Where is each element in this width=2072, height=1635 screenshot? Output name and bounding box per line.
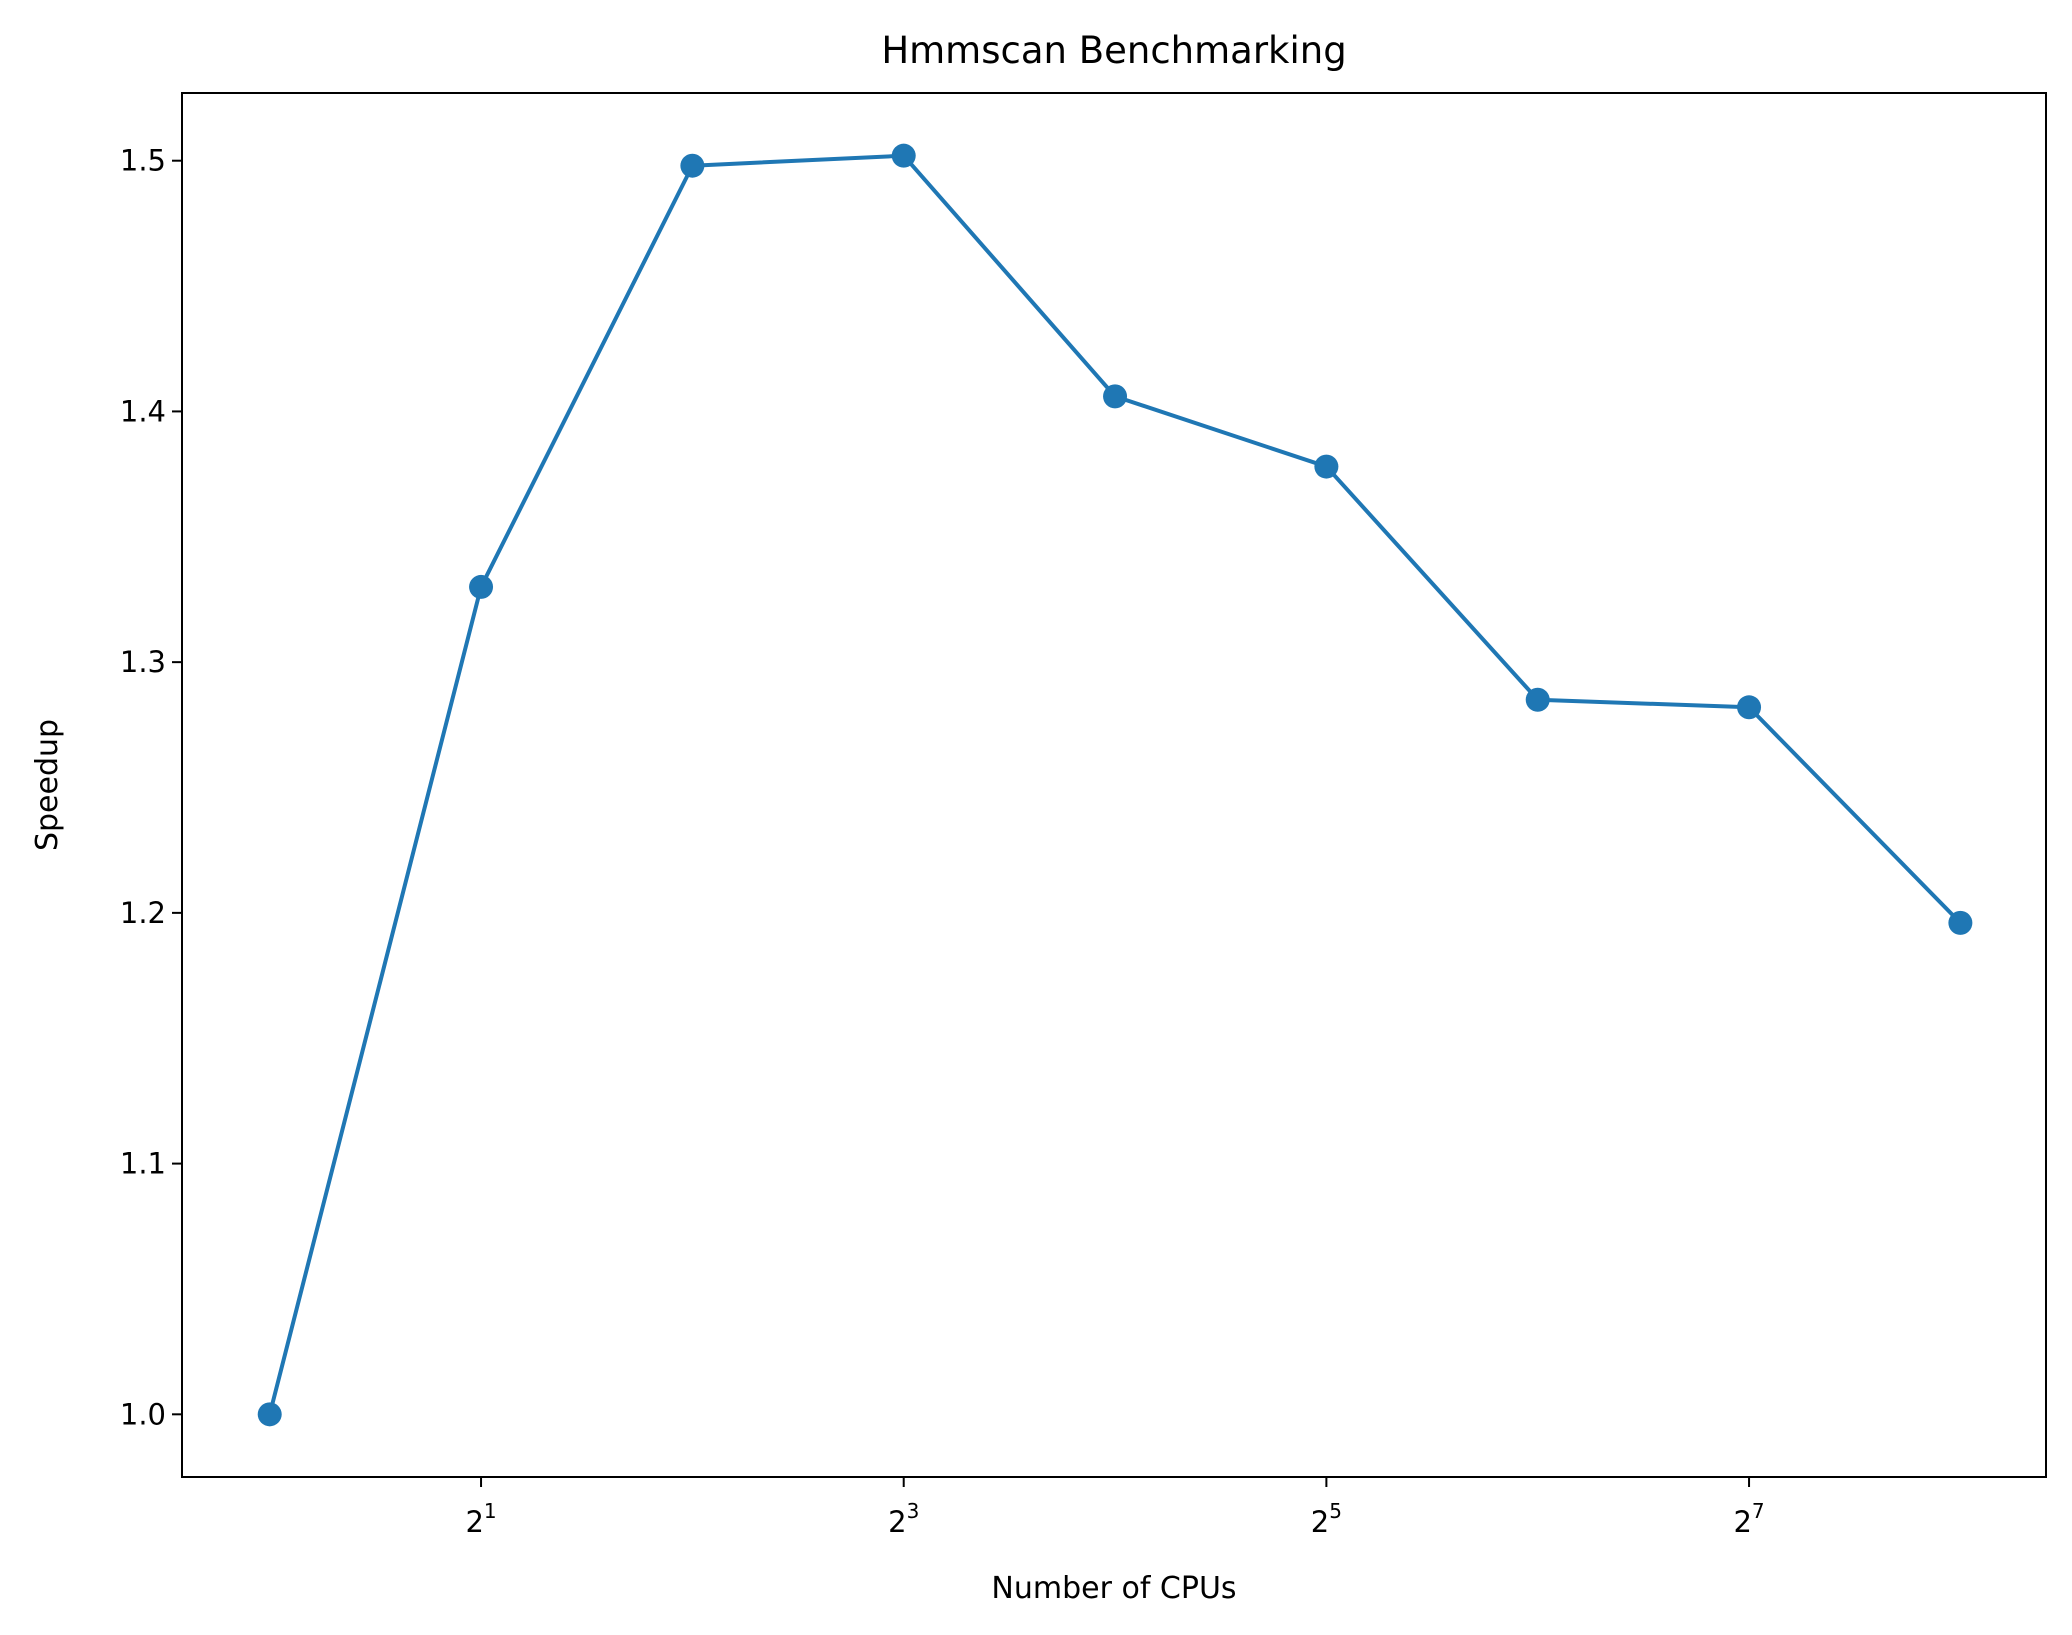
data-point [257,1402,282,1427]
plot-area [257,143,1973,1427]
series-line [267,153,1962,1415]
x-tick-label: 27 [1733,1499,1764,1539]
x-axis-title: Number of CPUs [991,1571,1236,1606]
data-point [1314,454,1339,479]
data-point [680,153,705,178]
y-tick-label: 1.3 [120,645,166,679]
x-axis: 21 23 25 27 [465,1477,1765,1539]
x-tick-base: 2 [1733,1505,1751,1539]
y-tick-label: 1.4 [120,394,166,428]
y-axis: 1.0 1.1 1.2 1.3 1.4 1.5 [120,144,182,1431]
x-tick-base: 2 [1311,1505,1329,1539]
y-tick-label: 1.1 [120,1147,166,1181]
y-axis-title: Speedup [30,719,65,851]
x-tick-exponent: 1 [484,1499,497,1523]
chart-title: Hmmscan Benchmarking [881,29,1346,72]
data-point [891,143,916,168]
plot-frame [181,92,2047,1478]
y-tick-label: 1.0 [120,1397,166,1431]
x-tick-base: 2 [888,1505,906,1539]
x-tick-base: 2 [465,1505,483,1539]
x-tick-exponent: 7 [1752,1499,1765,1523]
data-point [469,574,494,599]
data-point [1737,695,1762,720]
data-point [1525,687,1550,712]
y-tick-label: 1.5 [120,144,166,178]
data-point [1948,910,1973,935]
x-tick-exponent: 3 [907,1499,920,1523]
x-tick-label: 23 [888,1499,919,1539]
x-tick-label: 21 [465,1499,496,1539]
y-tick-label: 1.2 [120,896,166,930]
data-point [1103,384,1128,409]
x-tick-exponent: 5 [1329,1499,1342,1523]
x-tick-label: 25 [1311,1499,1342,1539]
